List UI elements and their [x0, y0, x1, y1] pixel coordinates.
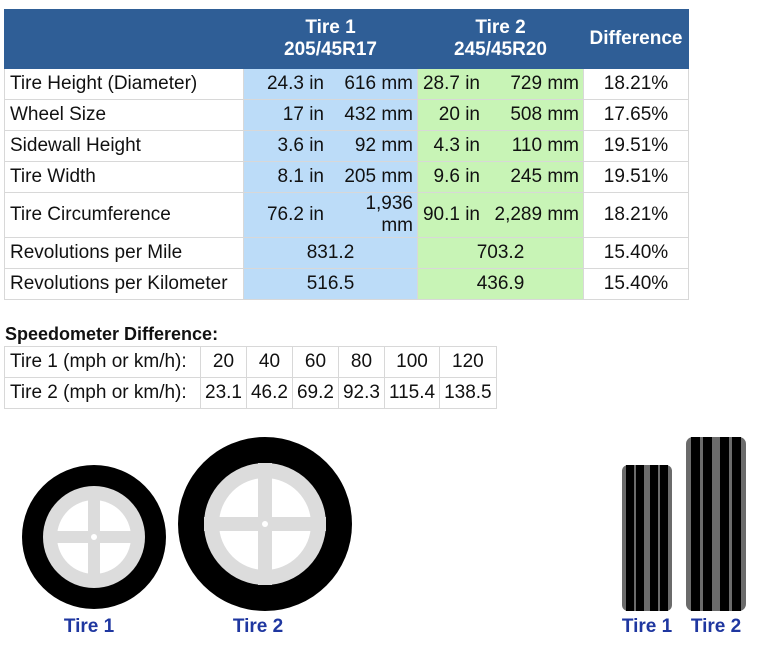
tire1-inches: 3.6 in: [243, 130, 329, 162]
speed-value: 20: [200, 346, 247, 378]
tire1-mm: 205 mm: [328, 161, 418, 193]
header-difference: Difference: [583, 9, 689, 69]
header-tire1-name: Tire 1: [305, 17, 356, 38]
tire1-revolutions: 831.2: [243, 237, 418, 269]
speed-value: 23.1: [200, 377, 247, 409]
header-tire2-name: Tire 2: [475, 17, 526, 38]
tire1-side-view: [22, 465, 166, 609]
speedometer-table: Tire 1 (mph or km/h): 20 40 60 80 100 12…: [4, 346, 497, 409]
tire2-inches: 28.7 in: [417, 68, 485, 100]
tire1-mm: 1,936 mm: [328, 192, 418, 238]
difference-value: 19.51%: [583, 161, 689, 193]
tire2-front-view: [686, 437, 746, 611]
speed-value: 69.2: [291, 377, 339, 409]
tire1-front-caption: Tire 1: [621, 616, 673, 637]
row-label: Tire Circumference: [4, 192, 244, 238]
tire1-mm: 92 mm: [328, 130, 418, 162]
table-header-row: Tire 1 205/45R17 Tire 2 245/45R20 Differ…: [4, 9, 689, 69]
tire2-front-caption: Tire 2: [690, 616, 742, 637]
tire2-mm: 245 mm: [484, 161, 584, 193]
tire2-inches: 20 in: [417, 99, 485, 131]
tire1-mm: 616 mm: [328, 68, 418, 100]
speedometer-row-label: Tire 1 (mph or km/h):: [4, 346, 201, 378]
speed-value: 40: [245, 346, 293, 378]
difference-value: 17.65%: [583, 99, 689, 131]
row-label: Sidewall Height: [4, 130, 244, 162]
difference-value: 15.40%: [583, 237, 689, 269]
speedometer-row-tire1: Tire 1 (mph or km/h): 20 40 60 80 100 12…: [4, 346, 497, 378]
tire2-inches: 90.1 in: [417, 192, 485, 238]
speed-value: 115.4: [383, 377, 441, 409]
table-row: Revolutions per Kilometer 516.5 436.9 15…: [4, 268, 689, 300]
tire2-side-caption: Tire 2: [232, 616, 284, 637]
speed-value: 120: [439, 346, 497, 378]
speed-value: 92.3: [337, 377, 385, 409]
difference-value: 15.40%: [583, 268, 689, 300]
tire2-revolutions: 436.9: [417, 268, 584, 300]
tire1-mm: 432 mm: [328, 99, 418, 131]
tire1-inches: 17 in: [243, 99, 329, 131]
difference-value: 19.51%: [583, 130, 689, 162]
row-label: Revolutions per Mile: [4, 237, 244, 269]
header-tire2-size: 245/45R20: [454, 39, 547, 60]
header-tire1: Tire 1 205/45R17: [243, 9, 418, 69]
tire2-inches: 4.3 in: [417, 130, 485, 162]
tire2-mm: 729 mm: [484, 68, 584, 100]
table-row: Revolutions per Mile 831.2 703.2 15.40%: [4, 237, 689, 269]
tire1-inches: 76.2 in: [243, 192, 329, 238]
difference-value: 18.21%: [583, 192, 689, 238]
speedometer-row-tire2: Tire 2 (mph or km/h): 23.1 46.2 69.2 92.…: [4, 377, 497, 409]
speed-value: 138.5: [439, 377, 497, 409]
header-tire2: Tire 2 245/45R20: [417, 9, 584, 69]
tire1-inches: 8.1 in: [243, 161, 329, 193]
table-row: Tire Height (Diameter) 24.3 in 616 mm 28…: [4, 68, 689, 100]
header-tire1-size: 205/45R17: [284, 39, 377, 60]
row-label: Wheel Size: [4, 99, 244, 131]
tire1-front-view: [622, 465, 672, 611]
tire2-revolutions: 703.2: [417, 237, 584, 269]
tire2-mm: 2,289 mm: [484, 192, 584, 238]
table-row: Tire Circumference 76.2 in 1,936 mm 90.1…: [4, 192, 689, 238]
speed-value: 60: [291, 346, 339, 378]
row-label: Tire Width: [4, 161, 244, 193]
row-label: Revolutions per Kilometer: [4, 268, 244, 300]
tire2-inches: 9.6 in: [417, 161, 485, 193]
header-blank-cell: [4, 9, 244, 69]
tire2-mm: 110 mm: [484, 130, 584, 162]
tire1-side-caption: Tire 1: [63, 616, 115, 637]
tire2-mm: 508 mm: [484, 99, 584, 131]
table-row: Wheel Size 17 in 432 mm 20 in 508 mm 17.…: [4, 99, 689, 131]
tire2-side-view: [178, 437, 352, 611]
tire1-revolutions: 516.5: [243, 268, 418, 300]
table-row: Tire Width 8.1 in 205 mm 9.6 in 245 mm 1…: [4, 161, 689, 193]
table-row: Sidewall Height 3.6 in 92 mm 4.3 in 110 …: [4, 130, 689, 162]
speedometer-title: Speedometer Difference:: [5, 324, 219, 344]
tire1-inches: 24.3 in: [243, 68, 329, 100]
speedometer-row-label: Tire 2 (mph or km/h):: [4, 377, 201, 409]
tire-comparison-table: Tire 1 205/45R17 Tire 2 245/45R20 Differ…: [4, 9, 689, 300]
speed-value: 46.2: [245, 377, 293, 409]
row-label: Tire Height (Diameter): [4, 68, 244, 100]
difference-value: 18.21%: [583, 68, 689, 100]
speed-value: 80: [337, 346, 385, 378]
speed-value: 100: [383, 346, 441, 378]
